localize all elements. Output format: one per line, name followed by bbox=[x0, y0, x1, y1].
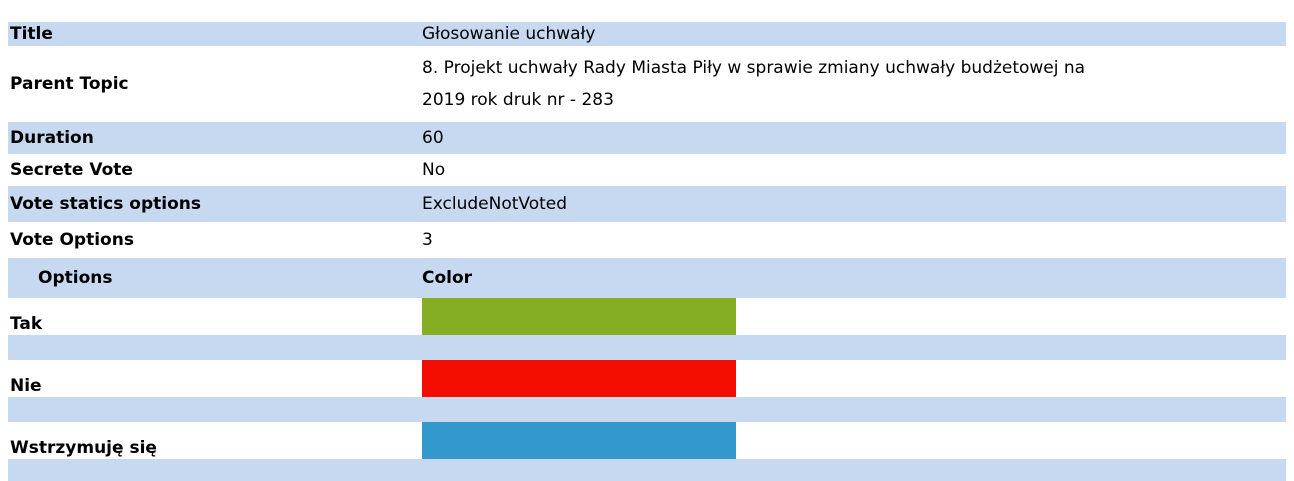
option-row: Nie bbox=[8, 360, 1286, 397]
field-label: Title bbox=[10, 24, 53, 44]
field-row: Vote Options 3 bbox=[8, 222, 1286, 258]
option-row: Wstrzymuję się bbox=[8, 422, 1286, 459]
field-value: ExcludeNotVoted bbox=[422, 194, 568, 214]
field-row: Secrete Vote No bbox=[8, 154, 1286, 186]
field-label: Vote statics options bbox=[10, 194, 201, 214]
color-swatch bbox=[422, 298, 736, 335]
option-name: Wstrzymuję się bbox=[10, 438, 157, 458]
field-label: Parent Topic bbox=[10, 74, 129, 94]
field-label: Vote Options bbox=[10, 230, 134, 250]
options-header: Options Color bbox=[8, 258, 1286, 298]
separator bbox=[8, 459, 1286, 481]
color-swatch bbox=[422, 422, 736, 459]
field-label: Duration bbox=[10, 128, 94, 148]
field-value: No bbox=[422, 160, 446, 180]
field-row: Duration 60 bbox=[8, 122, 1286, 154]
options-header-name: Options bbox=[38, 268, 113, 288]
field-row: Parent Topic 8. Projekt uchwały Rady Mias… bbox=[8, 46, 1286, 122]
option-name: Tak bbox=[10, 314, 43, 334]
separator bbox=[8, 397, 1286, 422]
color-swatch bbox=[422, 360, 736, 397]
separator bbox=[8, 335, 1286, 360]
option-name: Nie bbox=[10, 376, 42, 396]
field-row: Title Głosowanie uchwały bbox=[8, 22, 1286, 46]
field-value: 3 bbox=[422, 230, 433, 250]
field-value: 8. Projekt uchwały Rady Miasta Piły w sp… bbox=[422, 58, 1086, 110]
options-header-color: Color bbox=[422, 268, 473, 288]
field-value: 60 bbox=[422, 128, 444, 148]
option-row: Tak bbox=[8, 298, 1286, 335]
field-value: Głosowanie uchwały bbox=[422, 24, 596, 44]
field-label: Secrete Vote bbox=[10, 160, 133, 180]
field-row: Vote statics options ExcludeNotVoted bbox=[8, 186, 1286, 222]
